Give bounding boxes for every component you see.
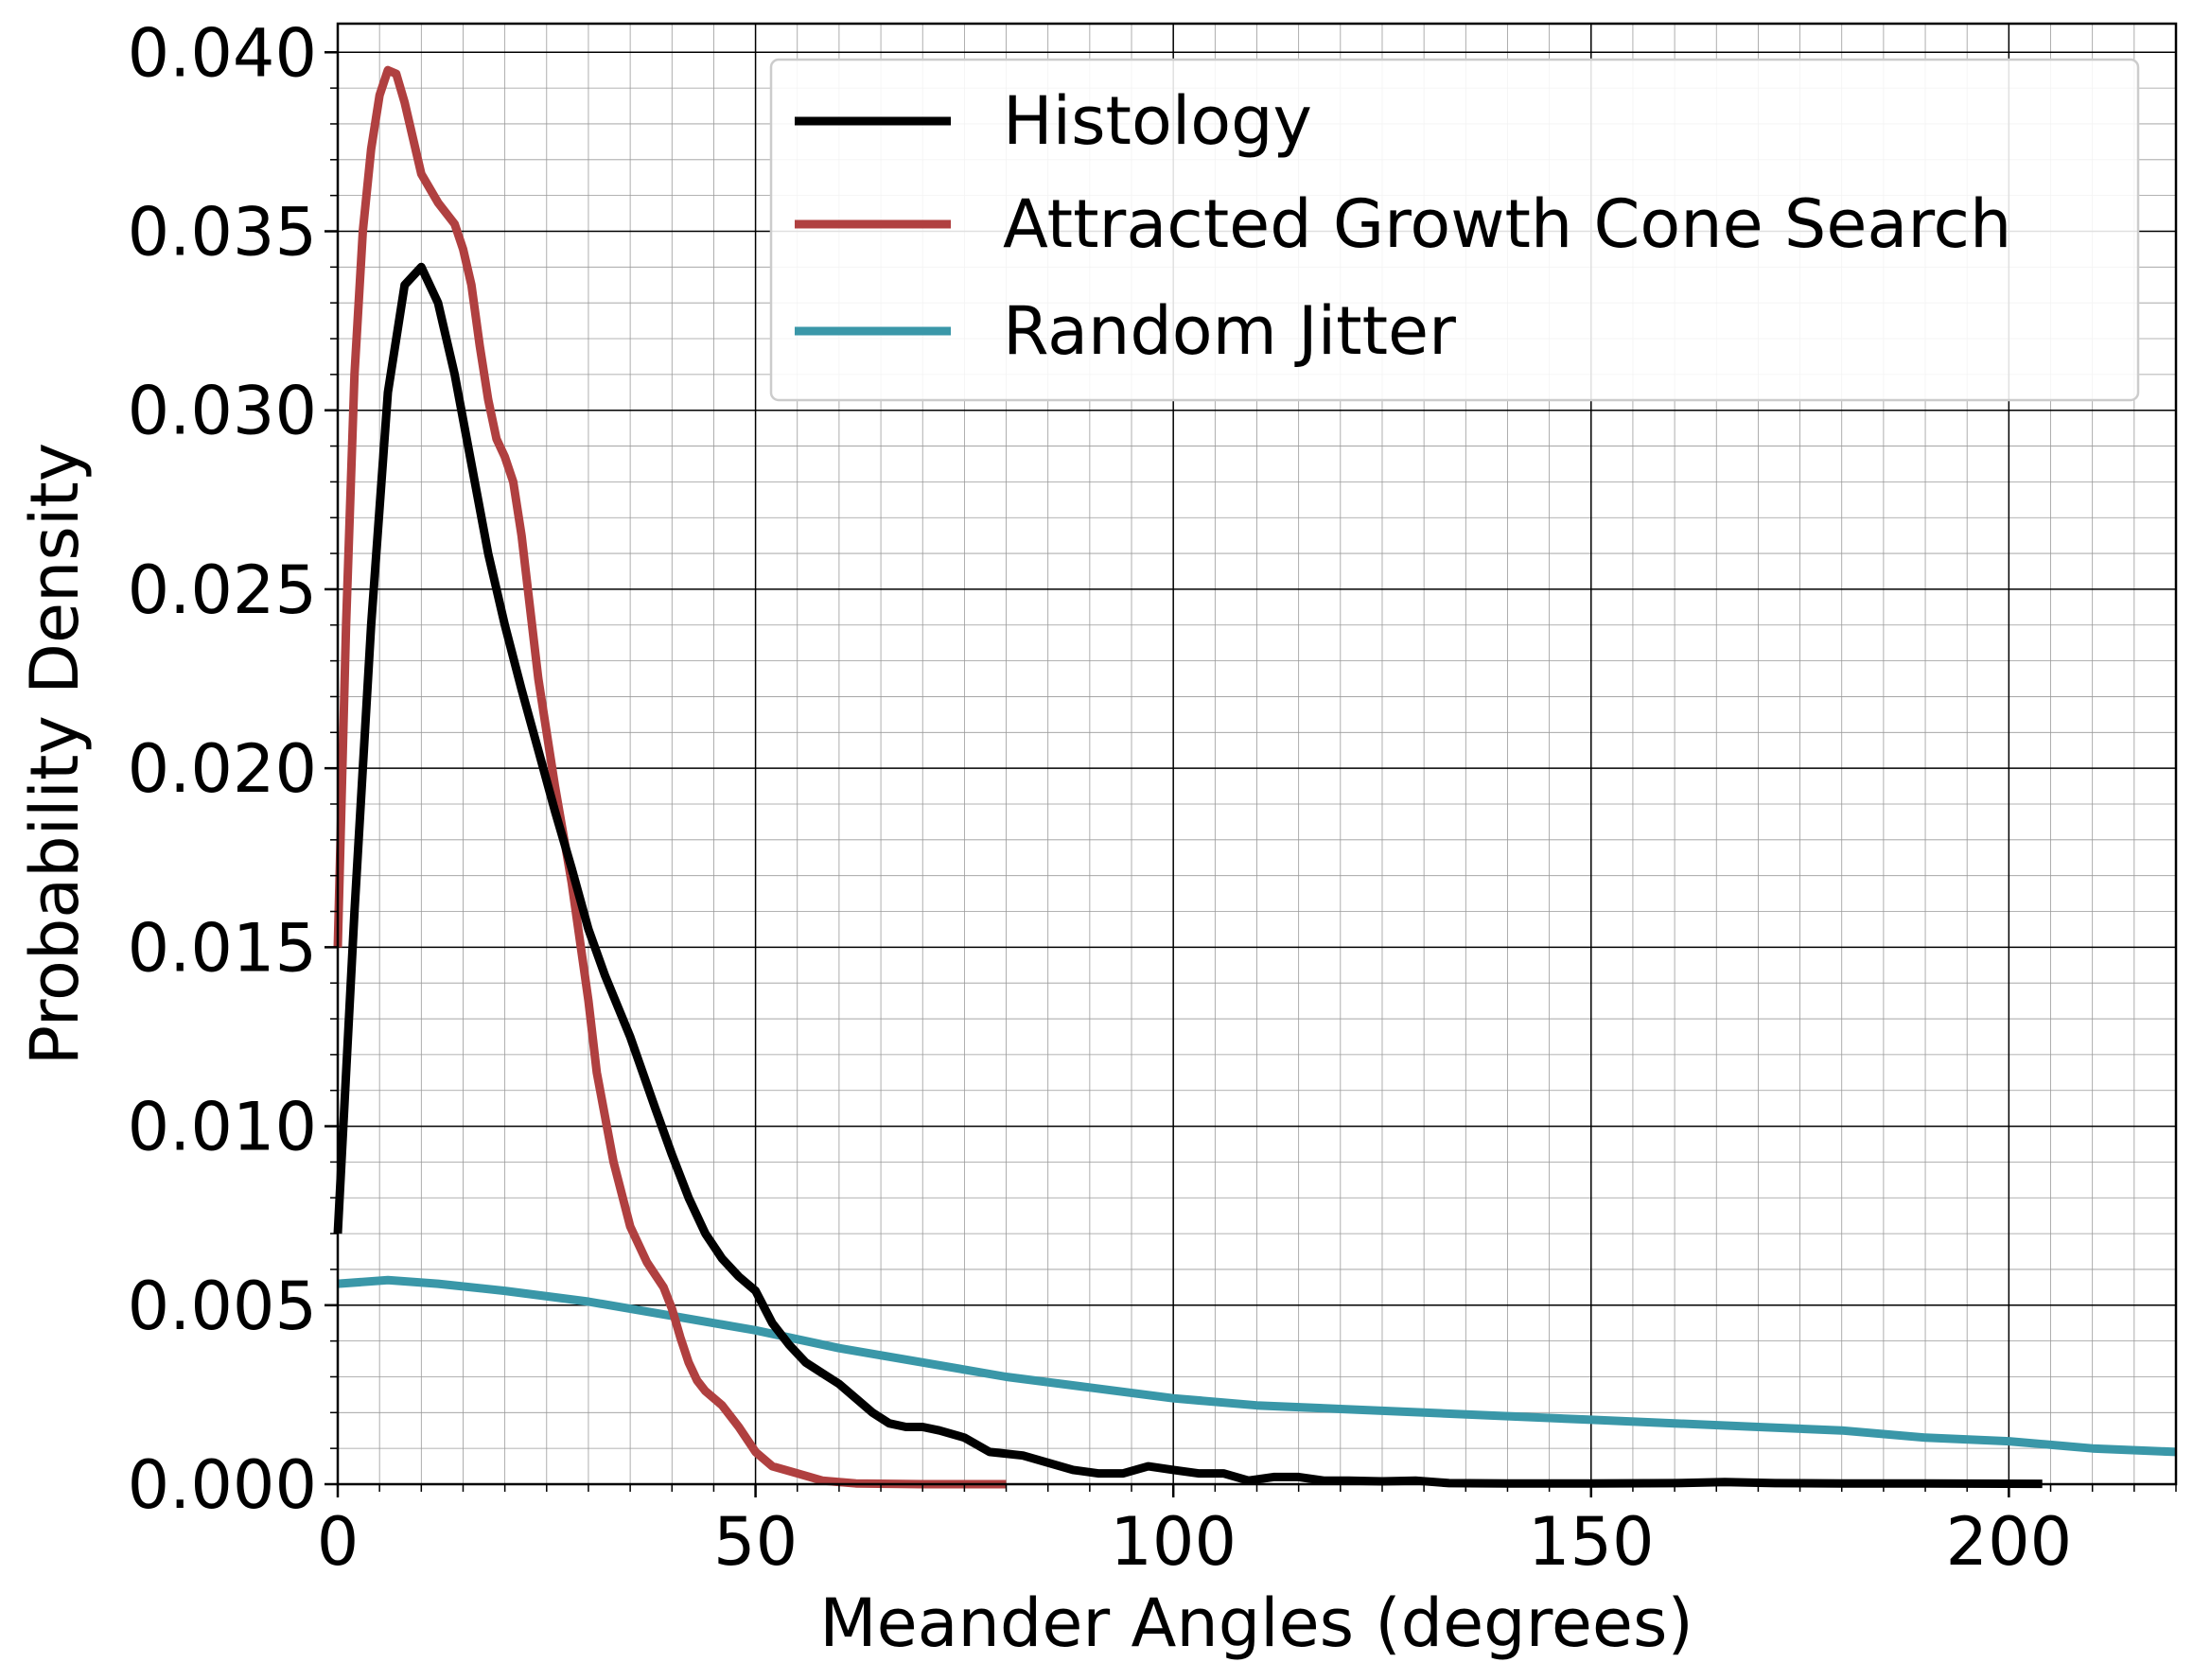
ticks: [325, 51, 2177, 1497]
legend-label-random-jitter: Random Jitter: [1003, 292, 1456, 370]
legend-box: [769, 58, 2140, 402]
legend-label-attracted: Attracted Growth Cone Search: [1003, 185, 2011, 263]
y-tick-label: 0.040: [128, 14, 317, 92]
series-line-histology: [333, 262, 2043, 1489]
y-tick-label: 0.005: [128, 1268, 317, 1345]
series-line-attracted-growth-cone-search: [333, 65, 1007, 1489]
y-tick-label: 0.000: [128, 1446, 317, 1524]
x-tick-label: 50: [713, 1503, 798, 1581]
y-tick-label: 0.010: [128, 1089, 317, 1166]
x-tick-label: 150: [1528, 1503, 1655, 1581]
y-tick-label: 0.030: [128, 373, 317, 450]
y-axis-label: Probability Density: [16, 443, 94, 1065]
y-tick-labels: 0.000 0.005 0.010 0.015 0.020 0.025 0.030 0.035…: [128, 14, 317, 1524]
x-tick-label: 100: [1110, 1503, 1237, 1581]
y-tick-label: 0.035: [128, 193, 317, 271]
legend-label-histology: Histology: [1003, 82, 1312, 160]
y-tick-label: 0.025: [128, 551, 317, 629]
x-tick-labels: 0 50 100 150 200: [317, 1503, 2072, 1581]
y-tick-label: 0.020: [128, 730, 317, 808]
series-layer: [333, 65, 2177, 1489]
x-tick-label: 200: [1946, 1503, 2073, 1581]
legend: Histology Attracted Growth Cone Search R…: [769, 58, 2140, 402]
y-tick-label: 0.015: [128, 909, 317, 987]
series-line-random-jitter: [337, 1275, 2177, 1457]
x-axis-label: Meander Angles (degrees): [819, 1584, 1693, 1662]
x-tick-label: 0: [317, 1503, 360, 1581]
